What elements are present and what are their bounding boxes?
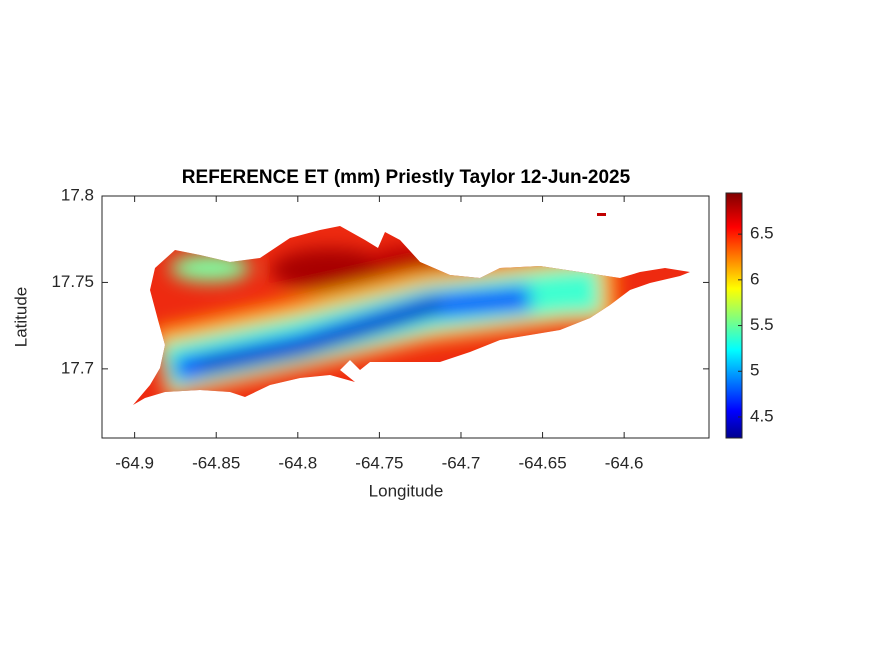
- x-tick-label: -64.8: [278, 453, 317, 472]
- x-tick-label: -64.6: [605, 453, 644, 472]
- islet: [597, 213, 606, 216]
- x-tick-label: -64.9: [115, 453, 154, 472]
- colorbar-tick-label: 5.5: [750, 315, 774, 334]
- et-field: [133, 226, 690, 405]
- colorbar-tick-label: 5: [750, 361, 759, 380]
- colorbar-tick-label: 6: [750, 269, 759, 288]
- x-axis-label: Longitude: [369, 481, 444, 500]
- y-axis-label: Latitude: [11, 287, 30, 348]
- chart-title: REFERENCE ET (mm) Priestly Taylor 12-Jun…: [182, 167, 631, 188]
- colorbar-tick-label: 4.5: [750, 406, 774, 425]
- colorbar: [725, 192, 743, 439]
- axes-box: [101, 195, 710, 439]
- colorbar-tick-label: 6.5: [750, 224, 774, 243]
- x-tick-label: -64.85: [192, 453, 240, 472]
- x-tick-label: -64.65: [518, 453, 566, 472]
- y-tick-label: 17.7: [61, 358, 94, 377]
- x-tick-label: -64.7: [442, 453, 481, 472]
- x-tick-label: -64.75: [355, 453, 403, 472]
- y-tick-label: 17.75: [51, 272, 94, 291]
- y-tick-label: 17.8: [61, 185, 94, 204]
